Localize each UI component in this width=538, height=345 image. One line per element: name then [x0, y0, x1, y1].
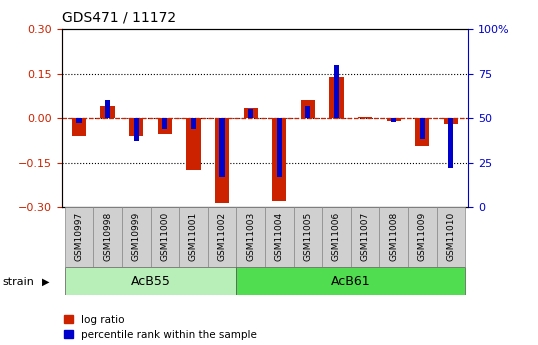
- Bar: [437, 207, 465, 267]
- Bar: [186, 118, 201, 170]
- Bar: [272, 118, 286, 201]
- Text: strain: strain: [3, 277, 34, 287]
- Bar: [265, 207, 294, 267]
- Text: GSM11003: GSM11003: [246, 212, 255, 261]
- Bar: [358, 117, 372, 118]
- Bar: [158, 118, 172, 135]
- Bar: [391, 118, 397, 122]
- Text: GSM11005: GSM11005: [303, 212, 313, 261]
- Bar: [162, 118, 167, 129]
- Text: GSM11008: GSM11008: [389, 212, 398, 261]
- Bar: [236, 207, 265, 267]
- Bar: [105, 100, 110, 118]
- Text: ▶: ▶: [42, 277, 49, 287]
- Bar: [220, 118, 225, 177]
- Bar: [448, 118, 454, 168]
- Bar: [379, 207, 408, 267]
- Text: GSM11007: GSM11007: [360, 212, 370, 261]
- Text: GSM11001: GSM11001: [189, 212, 198, 261]
- Bar: [351, 207, 379, 267]
- Text: GSM11006: GSM11006: [332, 212, 341, 261]
- Text: GSM11009: GSM11009: [418, 212, 427, 261]
- Bar: [277, 118, 282, 177]
- Bar: [129, 118, 144, 136]
- Bar: [248, 109, 253, 118]
- Legend: log ratio, percentile rank within the sample: log ratio, percentile rank within the sa…: [65, 315, 257, 340]
- Text: GDS471 / 11172: GDS471 / 11172: [62, 10, 176, 24]
- Bar: [65, 207, 93, 267]
- Bar: [122, 207, 151, 267]
- Bar: [329, 77, 344, 118]
- Bar: [334, 65, 339, 118]
- Bar: [151, 207, 179, 267]
- Bar: [208, 207, 236, 267]
- Bar: [301, 100, 315, 118]
- Bar: [93, 207, 122, 267]
- Bar: [408, 207, 437, 267]
- Bar: [420, 118, 425, 139]
- Text: GSM11002: GSM11002: [217, 212, 226, 261]
- Text: GSM10999: GSM10999: [132, 212, 141, 261]
- Bar: [72, 118, 86, 136]
- Text: AcB61: AcB61: [331, 275, 371, 288]
- Text: AcB55: AcB55: [131, 275, 171, 288]
- Bar: [415, 118, 429, 146]
- Bar: [322, 207, 351, 267]
- Text: GSM11004: GSM11004: [275, 212, 284, 261]
- Text: GSM10998: GSM10998: [103, 212, 112, 261]
- Text: GSM11000: GSM11000: [160, 212, 169, 261]
- Bar: [386, 118, 401, 121]
- Bar: [76, 118, 82, 124]
- Bar: [294, 207, 322, 267]
- Text: GSM11010: GSM11010: [447, 212, 455, 261]
- Bar: [133, 118, 139, 141]
- Bar: [305, 106, 310, 118]
- Bar: [101, 106, 115, 118]
- Bar: [444, 118, 458, 124]
- Bar: [65, 267, 236, 295]
- Bar: [244, 108, 258, 118]
- Bar: [191, 118, 196, 129]
- Bar: [236, 267, 465, 295]
- Bar: [215, 118, 229, 203]
- Text: GSM10997: GSM10997: [75, 212, 83, 261]
- Bar: [179, 207, 208, 267]
